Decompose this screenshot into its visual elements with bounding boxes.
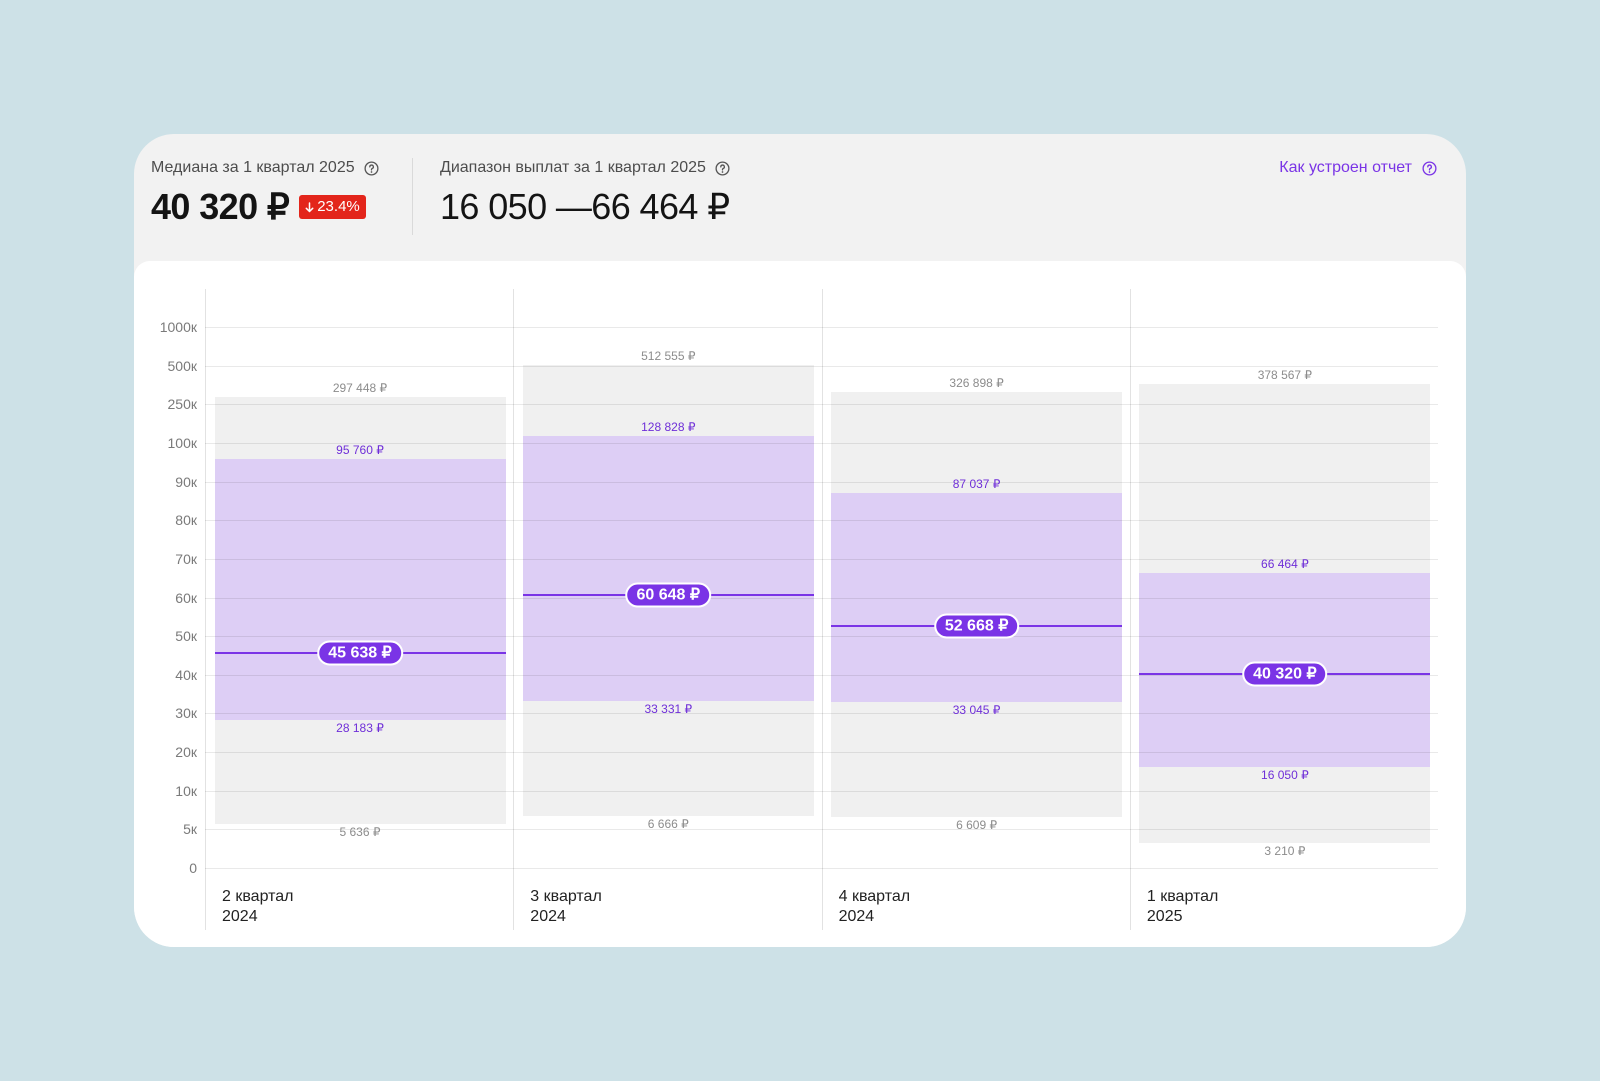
grid-line — [205, 636, 1438, 637]
y-tick-label: 30к — [175, 705, 197, 722]
high-value-label: 66 464 ₽ — [1261, 556, 1309, 571]
column-divider — [205, 289, 206, 930]
grid-line — [205, 791, 1438, 792]
salary-range-chart: 1000к 500к 250к 100к 90к 80к 70к 60к 50к 40к 30к 20… — [134, 261, 1466, 947]
grid-line — [205, 713, 1438, 714]
question-circle-icon — [1422, 160, 1437, 176]
y-tick-label: 40к — [175, 666, 197, 683]
range-bar — [831, 493, 1123, 702]
question-circle-icon[interactable] — [364, 160, 379, 176]
column-divider — [821, 289, 823, 930]
max-value-label: 297 448 ₽ — [332, 380, 388, 395]
median-value-row: 40 320 ₽ 23.4% — [151, 187, 379, 227]
grid-line — [205, 829, 1438, 830]
grid-line — [205, 598, 1438, 599]
max-value-label: 378 567 ₽ — [1257, 368, 1313, 383]
max-value-label: 512 555 ₽ — [641, 348, 696, 363]
range-block: Диапазон выплат за 1 квартал 2025 16 050… — [440, 158, 730, 227]
min-value-label: 5 636 ₽ — [339, 825, 381, 840]
median-badge: 45 638 ₽ — [317, 640, 403, 666]
low-value-label: 16 050 ₽ — [1261, 768, 1309, 783]
y-tick-label: 5к — [183, 821, 197, 838]
grid-line — [205, 443, 1438, 444]
range-value: 16 050 —66 464 ₽ — [440, 186, 730, 227]
high-value-label: 95 760 ₽ — [336, 443, 384, 458]
column-divider — [513, 289, 515, 930]
grid-line — [205, 520, 1438, 521]
column-divider — [1129, 289, 1131, 930]
y-tick-label: 100к — [167, 434, 197, 451]
low-value-label: 28 183 ₽ — [336, 721, 384, 736]
median-badge: 52 668 ₽ — [933, 613, 1020, 639]
y-tick-label: 0 — [189, 860, 197, 876]
median-label-row: Медиана за 1 квартал 2025 — [151, 158, 379, 178]
how-report-works-link[interactable]: Как устроен отчет — [1279, 158, 1437, 178]
grid-line — [205, 482, 1438, 483]
report-link-label: Как устроен отчет — [1279, 159, 1412, 176]
median-value: 40 320 ₽ — [151, 186, 290, 227]
y-tick-label: 250к — [167, 396, 197, 413]
max-value-label: 326 898 ₽ — [949, 376, 1004, 391]
median-badge: 60 648 ₽ — [625, 582, 712, 608]
y-tick-label: 90к — [175, 473, 197, 490]
y-tick-label: 20к — [175, 744, 197, 761]
y-tick-label: 60к — [175, 589, 197, 606]
y-tick-label: 10к — [175, 782, 197, 799]
median-block: Медиана за 1 квартал 2025 40 320 ₽ 23.4% — [151, 158, 379, 227]
grid-line — [205, 868, 1438, 869]
grid-line — [205, 675, 1438, 676]
grid-line — [205, 366, 1438, 367]
salary-report-card: Медиана за 1 квартал 2025 40 320 ₽ 23.4%… — [134, 134, 1466, 947]
high-value-label: 87 037 ₽ — [952, 477, 1001, 492]
y-tick-label: 70к — [175, 550, 197, 567]
y-tick-label: 80к — [175, 512, 197, 529]
arrow-down-icon — [305, 201, 314, 212]
grid-line — [205, 752, 1438, 753]
range-label: Диапазон выплат за 1 квартал 2025 — [440, 159, 706, 176]
range-label-row: Диапазон выплат за 1 квартал 2025 — [440, 158, 730, 178]
median-badge: 40 320 ₽ — [1242, 661, 1328, 687]
x-category-label: 3 квартал 2024 — [530, 888, 602, 925]
change-badge: 23.4% — [299, 195, 366, 219]
min-value-label: 6 609 ₽ — [956, 817, 998, 832]
min-value-label: 6 666 ₽ — [647, 817, 689, 832]
x-category-label: 2 квартал 2024 — [222, 888, 294, 925]
y-tick-label: 1000к — [159, 319, 197, 336]
y-tick-label: 500к — [167, 357, 197, 374]
y-tick-label: 50к — [175, 628, 197, 645]
low-value-label: 33 045 ₽ — [952, 702, 1001, 717]
min-value-label: 3 210 ₽ — [1264, 844, 1306, 859]
summary-divider — [412, 158, 413, 235]
change-value: 23.4% — [317, 198, 360, 215]
range-bar — [522, 435, 814, 701]
high-value-label: 128 828 ₽ — [641, 419, 696, 434]
median-label: Медиана за 1 квартал 2025 — [151, 159, 355, 176]
low-value-label: 33 331 ₽ — [644, 701, 693, 716]
grid-line — [205, 559, 1438, 560]
grid-line — [205, 327, 1438, 328]
range-bar — [214, 459, 506, 721]
range-value-row: 16 050 —66 464 ₽ — [440, 187, 730, 227]
chart-panel: 1000к 500к 250к 100к 90к 80к 70к 60к 50к 40к 30к 20… — [134, 261, 1466, 947]
grid-line — [205, 404, 1438, 405]
x-category-label: 1 квартал 2025 — [1146, 888, 1219, 925]
x-category-label: 4 квартал 2024 — [838, 888, 911, 925]
question-circle-icon[interactable] — [715, 160, 730, 176]
